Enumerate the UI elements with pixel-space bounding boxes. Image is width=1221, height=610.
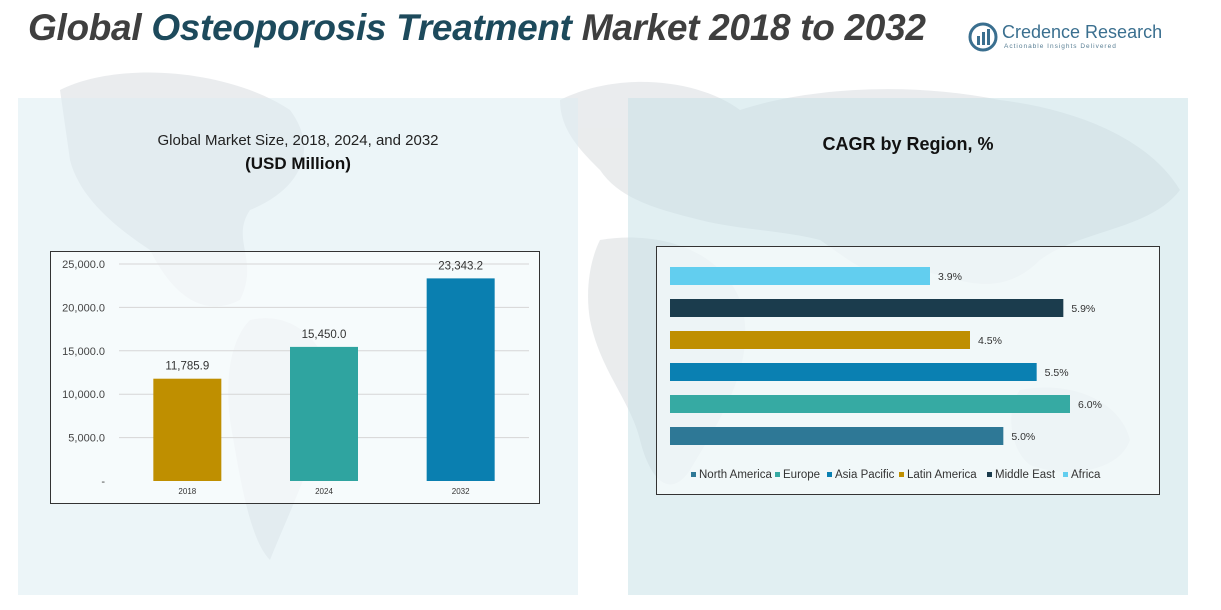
bar-middle-east — [670, 299, 1064, 317]
legend-label-europe: Europe — [783, 469, 820, 481]
logo-name: Credence Research — [1002, 22, 1163, 42]
title-part-3: Market 2018 to 2032 — [581, 7, 926, 48]
logo-tagline: Actionable Insights Delivered — [1004, 43, 1117, 50]
data-label-europe: 6.0% — [1078, 399, 1102, 411]
title-part-2: Osteoporosis Treatment — [151, 7, 572, 48]
legend-label-north-america: North America — [699, 469, 772, 481]
bar-2032 — [426, 278, 495, 481]
market-size-chart-subtitle: (USD Million) — [245, 154, 351, 173]
data-label-north-america: 5.0% — [1011, 431, 1035, 443]
legend-swatch-africa — [1063, 472, 1068, 477]
bar-africa — [670, 267, 930, 285]
bar-latin-america — [670, 331, 970, 349]
bar-north-america — [670, 427, 1004, 445]
y-tick-label: 5,000.0 — [68, 433, 105, 445]
y-tick-label: 15,000.0 — [62, 346, 105, 358]
data-label-latin-america: 4.5% — [978, 335, 1002, 347]
legend-swatch-middle-east — [987, 472, 992, 477]
cagr-chart-title: CAGR by Region, % — [822, 134, 994, 154]
legend-swatch-north-america — [691, 472, 696, 477]
legend-swatch-asia-pacific — [827, 472, 832, 477]
bar-2018 — [153, 378, 222, 481]
bar-asia-pacific — [670, 363, 1037, 381]
y-tick-label: 10,000.0 — [62, 389, 105, 401]
bar-europe — [670, 395, 1070, 413]
data-label-asia-pacific: 5.5% — [1045, 367, 1069, 379]
cagr-horizontal-bar-chart: 3.9% 5.9% 4.5% 5.5% 6.0% 5.0% North America Eur… — [670, 267, 1102, 481]
y-tick-label: - — [101, 476, 105, 488]
legend-swatch-latin-america — [899, 472, 904, 477]
credence-research-logo[interactable]: Credence Research Actionable Insights De… — [968, 20, 1168, 56]
data-label-2032: 23,343.2 — [438, 260, 483, 272]
legend-label-latin-america: Latin America — [907, 469, 977, 481]
cagr-chart: 3.9% 5.9% 4.5% 5.5% 6.0% 5.0% North America Eur… — [656, 246, 1160, 495]
data-label-middle-east: 5.9% — [1071, 303, 1095, 315]
data-label-2018: 11,785.9 — [165, 361, 209, 373]
legend-swatch-europe — [775, 472, 780, 477]
title-part-1: Global — [28, 7, 142, 48]
market-size-chart: - 5,000.0 10,000.0 15,000.0 20,000.0 25,000.0… — [50, 251, 540, 504]
x-tick-label-2018: 2018 — [178, 487, 196, 496]
market-size-chart-title: Global Market Size, 2018, 2024, and 2032 — [157, 132, 439, 149]
legend-label-africa: Africa — [1071, 469, 1101, 481]
x-tick-label-2032: 2032 — [452, 487, 470, 496]
y-tick-label: 25,000.0 — [62, 259, 105, 271]
bar-chart-logo-icon — [968, 22, 998, 52]
page-title: Global Osteoporosis Treatment Market 201… — [28, 6, 928, 50]
legend-label-middle-east: Middle East — [995, 469, 1056, 481]
x-tick-label-2024: 2024 — [315, 487, 333, 496]
data-label-2024: 15,450.0 — [302, 329, 347, 341]
legend-label-asia-pacific: Asia Pacific — [835, 469, 895, 481]
y-tick-label: 20,000.0 — [62, 302, 105, 314]
bar-2024 — [290, 346, 358, 481]
market-size-bar-chart: - 5,000.0 10,000.0 15,000.0 20,000.0 25,000.0… — [62, 259, 529, 496]
data-label-africa: 3.9% — [938, 271, 962, 283]
